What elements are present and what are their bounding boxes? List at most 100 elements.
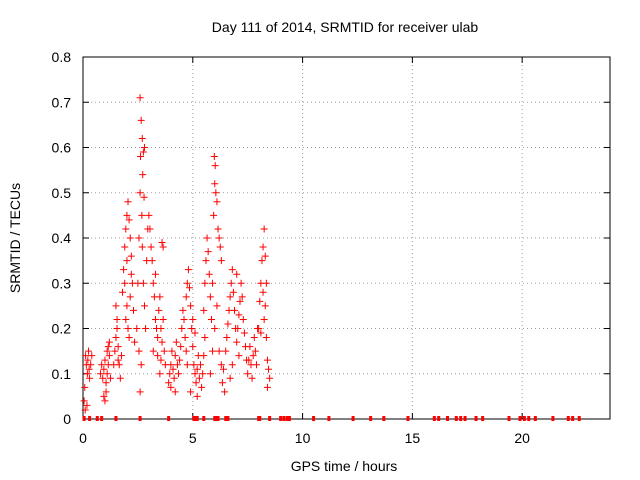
rug-marker xyxy=(446,416,450,421)
data-point xyxy=(265,365,273,373)
data-point xyxy=(183,279,191,287)
data-point xyxy=(187,302,195,310)
data-point xyxy=(235,311,243,319)
data-point xyxy=(266,374,274,382)
data-point xyxy=(133,325,141,332)
data-point xyxy=(262,279,270,287)
data-point xyxy=(102,388,110,396)
data-point xyxy=(215,234,223,242)
x-tick-label: 20 xyxy=(514,430,530,446)
data-point xyxy=(156,370,164,378)
data-point xyxy=(171,352,179,360)
data-point xyxy=(123,257,131,265)
data-point xyxy=(147,243,155,251)
data-point xyxy=(263,356,271,364)
rug-marker xyxy=(282,416,286,421)
data-point xyxy=(200,352,208,360)
data-point xyxy=(261,302,269,310)
data-point xyxy=(217,257,225,265)
rug-marker xyxy=(454,416,458,421)
data-point xyxy=(123,211,131,219)
rug-marker xyxy=(406,416,410,421)
data-point xyxy=(233,338,241,346)
data-point xyxy=(136,388,144,396)
data-point xyxy=(211,325,219,332)
data-point xyxy=(127,252,135,260)
data-point xyxy=(140,302,148,310)
data-point xyxy=(139,171,147,179)
data-point xyxy=(262,334,270,342)
data-point xyxy=(100,392,108,400)
data-point xyxy=(169,365,177,373)
data-point xyxy=(105,338,113,346)
data-point xyxy=(191,329,199,337)
data-point xyxy=(157,325,165,332)
data-point xyxy=(245,356,253,364)
data-point xyxy=(184,266,192,274)
rug-marker xyxy=(369,416,373,421)
data-point xyxy=(80,397,88,405)
rug-marker xyxy=(114,416,118,421)
data-point xyxy=(238,293,246,301)
data-point xyxy=(236,297,244,305)
y-tick-label: 0.4 xyxy=(52,230,72,246)
data-point xyxy=(113,325,121,332)
data-point xyxy=(207,315,215,323)
rug-marker xyxy=(507,416,511,421)
data-point xyxy=(81,406,89,414)
data-point xyxy=(231,306,239,314)
data-point xyxy=(234,325,242,332)
data-point xyxy=(106,374,114,382)
data-point xyxy=(226,293,234,301)
y-tick-label: 0.5 xyxy=(52,185,72,201)
data-point xyxy=(189,343,197,351)
data-point xyxy=(102,379,110,387)
rug-marker xyxy=(437,416,441,421)
data-point xyxy=(180,315,188,323)
rug-marker xyxy=(463,416,467,421)
rug-marker xyxy=(213,416,217,421)
data-point xyxy=(81,383,89,391)
data-point xyxy=(115,361,123,369)
data-point xyxy=(112,302,120,310)
data-point xyxy=(105,352,113,360)
chart-title: Day 111 of 2014, SRMTID for receiver ula… xyxy=(212,19,479,35)
data-point xyxy=(256,297,264,305)
data-point xyxy=(168,347,176,355)
data-point xyxy=(182,347,190,355)
data-point xyxy=(157,356,165,364)
data-point xyxy=(136,94,144,102)
data-point xyxy=(183,361,191,369)
data-point xyxy=(175,370,183,378)
data-point xyxy=(177,343,185,351)
data-point xyxy=(237,279,245,287)
data-point xyxy=(195,374,203,382)
rug-marker xyxy=(518,416,522,421)
data-point xyxy=(206,293,214,301)
data-point xyxy=(213,198,221,206)
data-point xyxy=(139,148,147,156)
data-point xyxy=(221,388,229,396)
data-point xyxy=(233,270,241,278)
data-point xyxy=(259,288,267,296)
data-point xyxy=(112,334,120,342)
data-point xyxy=(119,288,127,296)
rug-marker xyxy=(481,416,485,421)
data-point xyxy=(196,361,204,369)
rug-marker xyxy=(279,416,283,421)
data-point xyxy=(251,347,259,355)
rug-marker xyxy=(533,416,537,421)
data-point xyxy=(257,329,265,337)
data-point xyxy=(114,356,122,364)
data-point xyxy=(260,315,268,323)
data-point xyxy=(259,243,267,251)
data-point xyxy=(88,352,96,360)
data-point xyxy=(85,365,93,373)
data-point xyxy=(159,315,167,323)
data-point xyxy=(149,279,157,287)
rug-marker xyxy=(95,416,99,421)
y-tick-label: 0 xyxy=(63,411,71,427)
rug-marker xyxy=(138,416,142,421)
data-point xyxy=(235,352,243,360)
data-point xyxy=(210,211,218,219)
